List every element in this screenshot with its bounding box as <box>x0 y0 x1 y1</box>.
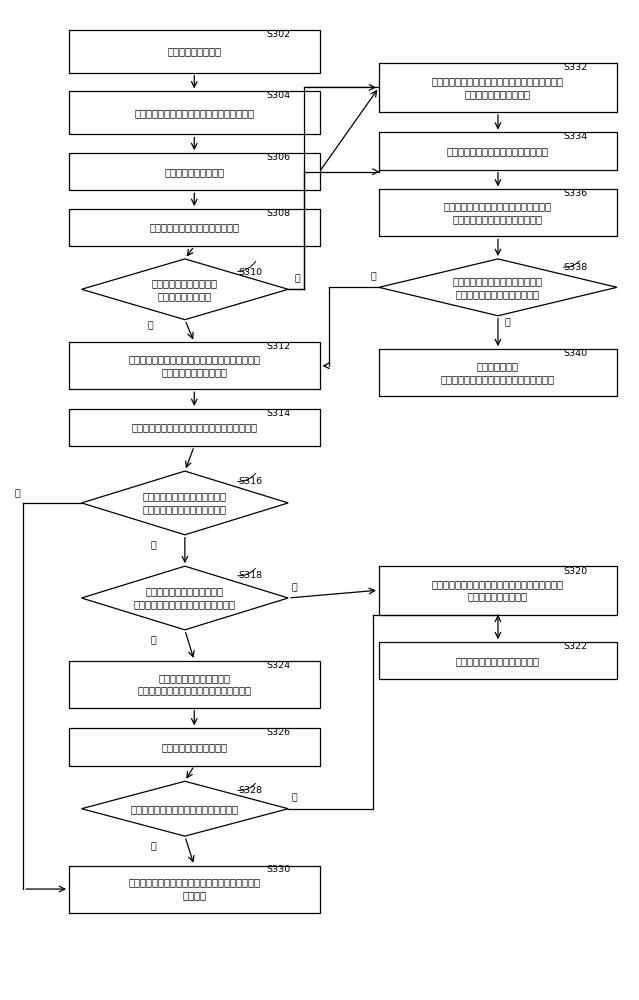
Text: 获取门体的开闭信号: 获取门体的开闭信号 <box>167 46 221 56</box>
Text: 输出提示信息，以提醒用户
被放入食材不适宜存放于其所在的储物间室: 输出提示信息，以提醒用户 被放入食材不适宜存放于其所在的储物间室 <box>137 673 251 696</box>
Text: S334: S334 <box>564 132 588 141</box>
Text: 根据被放入食材的种类在预设的食材信息库中匹配
得出对应的最佳存储温度: 根据被放入食材的种类在预设的食材信息库中匹配 得出对应的最佳存储温度 <box>128 354 260 377</box>
Text: 被放入食材的最佳存储间室的类型
和其所在的储物间室的类型相同: 被放入食材的最佳存储间室的类型 和其所在的储物间室的类型相同 <box>453 276 543 299</box>
Text: 是: 是 <box>370 272 376 281</box>
Text: 是: 是 <box>291 794 297 803</box>
Text: S308: S308 <box>266 209 290 218</box>
Text: 否: 否 <box>15 489 20 498</box>
Text: S322: S322 <box>564 642 588 651</box>
Text: 是: 是 <box>148 322 153 331</box>
Text: 获取被放入食材所在的储物间室的当前目标温度: 获取被放入食材所在的储物间室的当前目标温度 <box>131 422 258 432</box>
Text: S336: S336 <box>564 189 588 198</box>
Text: S306: S306 <box>266 153 290 162</box>
Text: 否: 否 <box>151 842 157 851</box>
Bar <box>379 642 617 679</box>
Text: 根据被放入食材的种类在预设的食材信息库中匹配
得出对应的最佳存储间室: 根据被放入食材的种类在预设的食材信息库中匹配 得出对应的最佳存储间室 <box>432 76 564 99</box>
Text: S312: S312 <box>266 342 290 351</box>
Polygon shape <box>82 471 288 535</box>
Bar <box>69 91 320 134</box>
Text: S330: S330 <box>266 865 291 874</box>
Bar <box>69 209 320 246</box>
Text: 获取被放入食材的优先级分配模式: 获取被放入食材的优先级分配模式 <box>150 223 239 233</box>
Text: S324: S324 <box>266 661 290 670</box>
Bar <box>379 349 617 396</box>
Polygon shape <box>82 566 288 630</box>
Text: S332: S332 <box>564 63 588 72</box>
Text: 驱动制冷系统按照目标温度工作: 驱动制冷系统按照目标温度工作 <box>456 656 540 666</box>
Bar <box>69 153 320 190</box>
Text: S338: S338 <box>564 263 588 272</box>
Text: S302: S302 <box>266 30 290 39</box>
Text: 根据开闭信号确定被放入食材所在的储物间室: 根据开闭信号确定被放入食材所在的储物间室 <box>134 108 254 118</box>
Bar <box>69 342 320 389</box>
Text: 是: 是 <box>151 541 157 550</box>
Text: 确定被放入食材所在的储物间室的目标温度为当前
目标温度: 确定被放入食材所在的储物间室的目标温度为当前 目标温度 <box>128 878 260 900</box>
Polygon shape <box>379 259 617 316</box>
Polygon shape <box>82 259 288 320</box>
Bar <box>69 866 320 913</box>
Text: 是: 是 <box>291 583 297 592</box>
Text: 比较被放入食材的最佳存储间室的类型和
被放入食材所在的储物间室的类型: 比较被放入食材的最佳存储间室的类型和 被放入食材所在的储物间室的类型 <box>444 201 552 224</box>
Bar <box>69 661 320 708</box>
Text: 被放入食材的优先级分配
模式为食材优先模式: 被放入食材的优先级分配 模式为食材优先模式 <box>152 278 218 301</box>
Bar <box>69 30 320 73</box>
Bar <box>379 63 617 112</box>
Text: 被放入食材的最佳存储温度低于
其所在储物间室的当前目标温度: 被放入食材的最佳存储温度低于 其所在储物间室的当前目标温度 <box>143 492 227 514</box>
Text: 否: 否 <box>295 274 300 283</box>
Text: 否: 否 <box>504 319 510 328</box>
Text: 当前目标温度和被放入食材的
最佳存储温度的差值小于预设温差阈值: 当前目标温度和被放入食材的 最佳存储温度的差值小于预设温差阈值 <box>134 587 236 609</box>
Text: S304: S304 <box>266 91 290 100</box>
Text: 获取被放入食材所在的储物间室的类型: 获取被放入食材所在的储物间室的类型 <box>447 146 549 156</box>
Text: S316: S316 <box>238 477 262 486</box>
Bar <box>379 566 617 615</box>
Bar <box>379 132 617 170</box>
Text: 确定被放入食材所在的储物间室的目标温度为被放
入食材的最佳存储温度: 确定被放入食材所在的储物间室的目标温度为被放 入食材的最佳存储温度 <box>432 579 564 602</box>
Text: 否: 否 <box>151 636 157 645</box>
Polygon shape <box>82 781 288 836</box>
Bar <box>379 189 617 236</box>
Text: S310: S310 <box>238 268 262 277</box>
Bar <box>69 409 320 446</box>
Text: 获取用户的存放选择操作: 获取用户的存放选择操作 <box>161 742 227 752</box>
Text: S318: S318 <box>238 571 262 580</box>
Bar <box>69 728 320 766</box>
Text: S314: S314 <box>266 409 290 418</box>
Text: 输出提示信息，
以提醒用户更改存放被放入食材的储物间室: 输出提示信息， 以提醒用户更改存放被放入食材的储物间室 <box>441 361 555 384</box>
Text: 检测被放入食材的种类: 检测被放入食材的种类 <box>164 167 224 177</box>
Text: S340: S340 <box>564 349 588 358</box>
Text: 被放入食材继续存放于其所在的储物间室: 被放入食材继续存放于其所在的储物间室 <box>131 804 239 814</box>
Text: S320: S320 <box>564 567 588 576</box>
Text: S326: S326 <box>266 728 290 737</box>
Text: S328: S328 <box>238 786 262 795</box>
